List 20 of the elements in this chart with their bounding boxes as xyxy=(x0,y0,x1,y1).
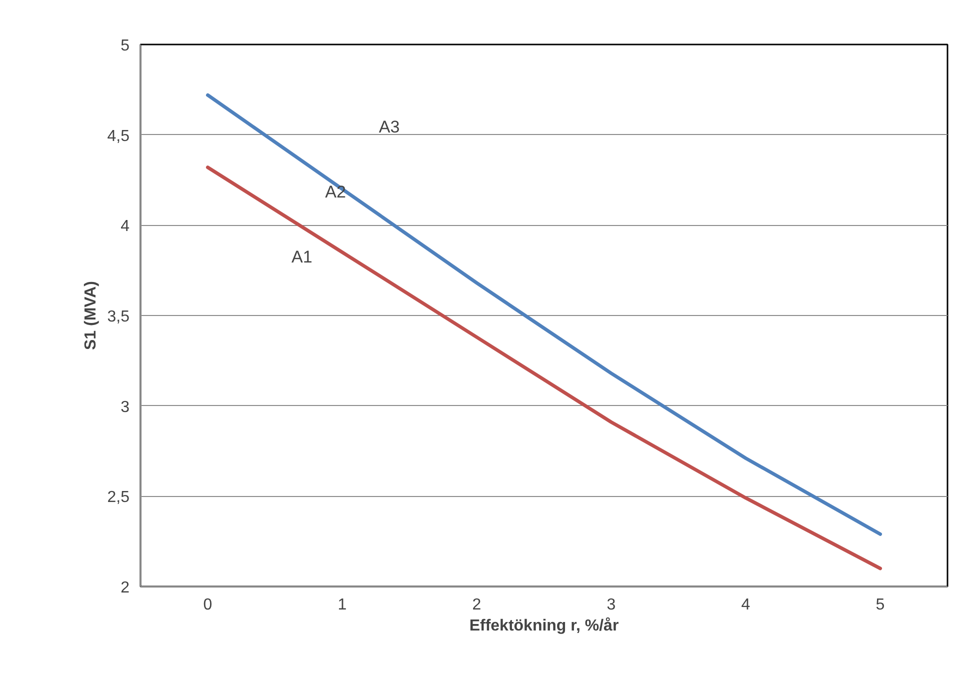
annotation: A2 xyxy=(325,182,346,202)
y-tick-label: 2,5 xyxy=(107,489,130,506)
y-tick-label: 4,5 xyxy=(107,128,130,145)
y-axis-title: S1 (MVA) xyxy=(82,280,100,350)
x-tick-label: 2 xyxy=(472,596,482,614)
x-axis-title: Effektökning r, %/år xyxy=(469,616,619,634)
annotation: A1 xyxy=(292,248,312,267)
x-tick-label: 0 xyxy=(203,596,212,614)
x-tick-label: 3 xyxy=(606,596,616,614)
x-tick-label: 4 xyxy=(741,596,750,614)
annotation: A3 xyxy=(378,118,400,137)
y-tick-label: 5 xyxy=(120,38,130,54)
line-series xyxy=(206,93,882,536)
x-tick-label: 1 xyxy=(338,596,347,614)
x-tick-label: 5 xyxy=(876,596,885,614)
y-tick-label: 4 xyxy=(120,218,130,236)
y-tick-label: 3 xyxy=(120,398,130,416)
line-series xyxy=(206,166,882,570)
y-tick-label: 2 xyxy=(120,580,130,596)
y-tick-label: 3,5 xyxy=(107,308,130,326)
